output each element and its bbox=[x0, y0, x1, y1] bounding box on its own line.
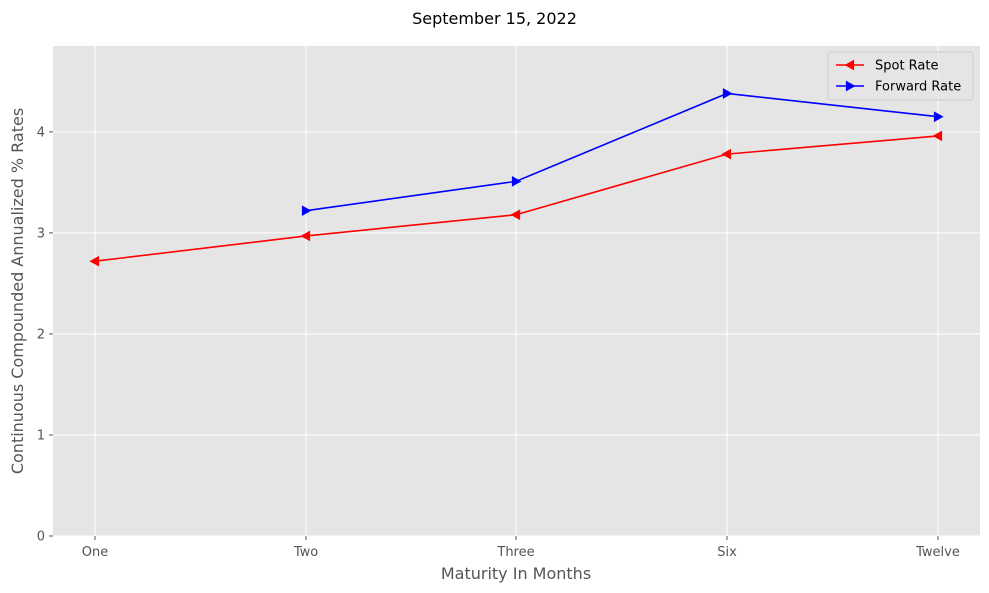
legend-marker bbox=[844, 59, 855, 71]
y-tick-label: 0 bbox=[37, 530, 45, 545]
legend-box bbox=[827, 51, 974, 101]
data-point bbox=[721, 148, 732, 160]
data-point bbox=[933, 111, 944, 123]
x-tick-label: Twelve bbox=[915, 545, 960, 560]
data-point bbox=[301, 205, 312, 217]
x-tick-label: Six bbox=[717, 545, 737, 560]
series-forward-rate bbox=[301, 88, 944, 217]
legend-item: Forward Rate bbox=[836, 80, 961, 95]
series-line bbox=[305, 92, 939, 212]
y-tick-label: 3 bbox=[37, 226, 45, 241]
y-tick-label: 2 bbox=[37, 327, 45, 342]
y-tick-label: 1 bbox=[37, 428, 45, 443]
data-point bbox=[932, 130, 943, 142]
legend-marker bbox=[845, 80, 856, 92]
x-tick-label: Two bbox=[293, 545, 318, 560]
series-group bbox=[89, 88, 944, 267]
legend-item: Spot Rate bbox=[836, 59, 939, 74]
legend-label: Forward Rate bbox=[875, 80, 961, 95]
data-point bbox=[722, 88, 733, 99]
y-axis-label: Continuous Compounded Annualized % Rates bbox=[8, 108, 27, 474]
legend-label: Spot Rate bbox=[875, 59, 939, 74]
data-point bbox=[510, 209, 521, 221]
x-tick-label: One bbox=[82, 545, 108, 560]
data-point bbox=[300, 230, 311, 242]
series-spot-rate bbox=[89, 130, 943, 267]
grid bbox=[53, 46, 980, 537]
x-tick-label: Three bbox=[496, 545, 534, 560]
legend: Spot Rate Forward Rate bbox=[827, 51, 974, 101]
data-point bbox=[89, 255, 100, 267]
y-tick-label: 4 bbox=[37, 125, 45, 140]
y-axis-ticks: 0 1 2 3 4 bbox=[37, 125, 53, 545]
x-axis-label: Maturity In Months bbox=[441, 564, 591, 583]
data-point bbox=[511, 176, 522, 187]
chart-title: September 15, 2022 bbox=[412, 9, 577, 28]
x-axis-ticks: One Two Three Six Twelve bbox=[82, 536, 960, 560]
